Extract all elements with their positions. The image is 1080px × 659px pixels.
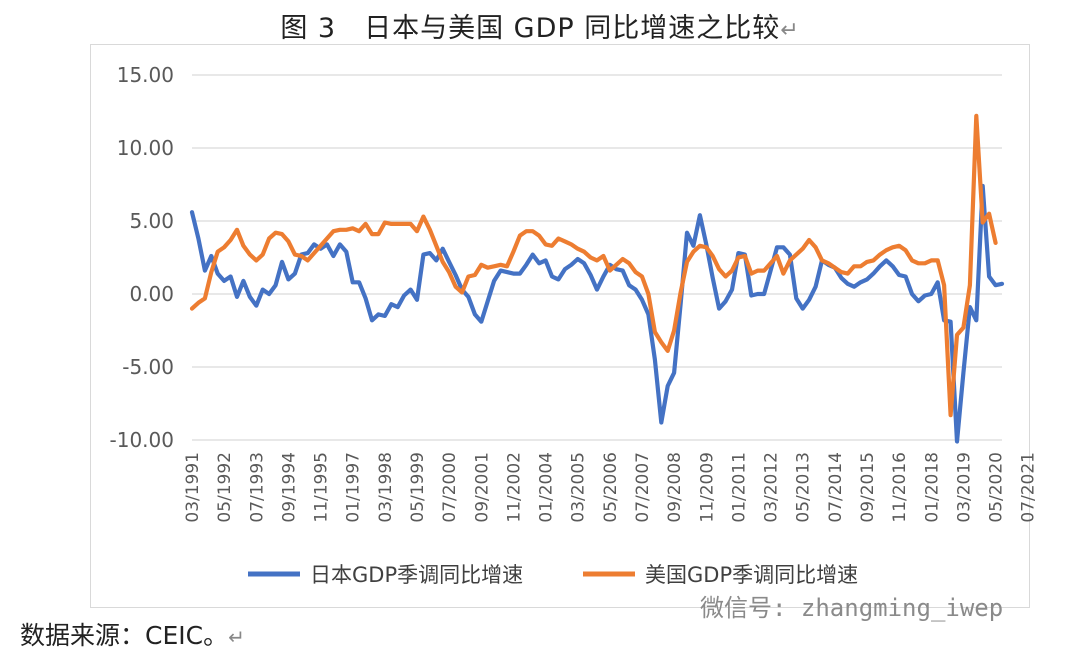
legend: 日本GDP季调同比增速 美国GDP季调同比增速 <box>248 563 858 587</box>
x-tick-label: 07/1993 <box>247 452 267 523</box>
x-tick-label: 11/2002 <box>504 452 524 523</box>
figure-title: 图 3 日本与美国 GDP 同比增速之比较↵ <box>0 6 1080 45</box>
x-tick-label: 09/2008 <box>665 452 685 523</box>
x-tick-label: 07/2000 <box>440 452 460 523</box>
x-tick-label: 07/2007 <box>633 452 653 523</box>
chart-frame <box>90 44 1030 608</box>
x-tick-label: 11/2016 <box>890 452 910 523</box>
legend-label: 日本GDP季调同比增速 <box>310 563 523 587</box>
x-tick-label: 09/2015 <box>858 452 878 523</box>
x-tick-label: 05/1992 <box>215 452 235 523</box>
series-line-us <box>189 113 998 418</box>
x-tick-label: 11/1995 <box>312 452 332 523</box>
gridlines <box>192 74 1002 441</box>
x-tick-label: 07/2014 <box>826 452 846 523</box>
series-line-japan <box>189 183 1005 444</box>
x-tick-label: 05/2020 <box>987 452 1007 523</box>
x-tick-label: 07/2021 <box>1019 452 1039 523</box>
x-tick-label: 01/2011 <box>729 452 749 523</box>
source-note: 数据来源：CEIC。↵ <box>20 616 245 652</box>
y-axis-ticks: -10.00 -5.00 0.00 5.00 10.00 15.00 <box>110 63 174 452</box>
y-tick-label: -10.00 <box>110 428 174 452</box>
x-tick-label: 01/2004 <box>537 452 557 523</box>
x-tick-label: 11/2009 <box>697 452 717 523</box>
y-tick-label: 10.00 <box>117 136 174 160</box>
x-tick-label: 03/1998 <box>376 452 396 523</box>
y-tick-label: -5.00 <box>122 355 174 379</box>
x-tick-label: 01/1997 <box>344 452 364 523</box>
series-lines <box>189 113 1005 444</box>
x-tick-label: 03/2005 <box>569 452 589 523</box>
x-tick-label: 03/1991 <box>183 452 203 523</box>
source-text: 数据来源：CEIC。 <box>20 621 229 650</box>
x-tick-label: 01/2018 <box>922 452 942 523</box>
y-tick-label: 5.00 <box>129 209 174 233</box>
return-mark-icon: ↵ <box>228 625 245 649</box>
x-tick-label: 09/1994 <box>279 452 299 523</box>
x-tick-label: 03/2019 <box>954 452 974 523</box>
x-tick-label: 09/2001 <box>472 452 492 523</box>
y-tick-label: 0.00 <box>129 282 174 306</box>
figure-title-text: 图 3 日本与美国 GDP 同比增速之比较 <box>280 13 781 44</box>
x-tick-label: 05/2006 <box>601 452 621 523</box>
x-tick-label: 03/2012 <box>762 452 782 523</box>
x-tick-label: 05/1999 <box>408 452 428 523</box>
watermark: 微信号: zhangming_iwep <box>700 594 1004 622</box>
x-tick-label: 05/2013 <box>794 452 814 523</box>
legend-label: 美国GDP季调同比增速 <box>645 563 858 587</box>
return-mark-icon: ↵ <box>780 18 800 43</box>
y-tick-label: 15.00 <box>117 63 174 87</box>
x-axis-ticks: 03/1991 05/1992 07/1993 09/1994 11/1995 01/19… <box>183 452 1039 523</box>
